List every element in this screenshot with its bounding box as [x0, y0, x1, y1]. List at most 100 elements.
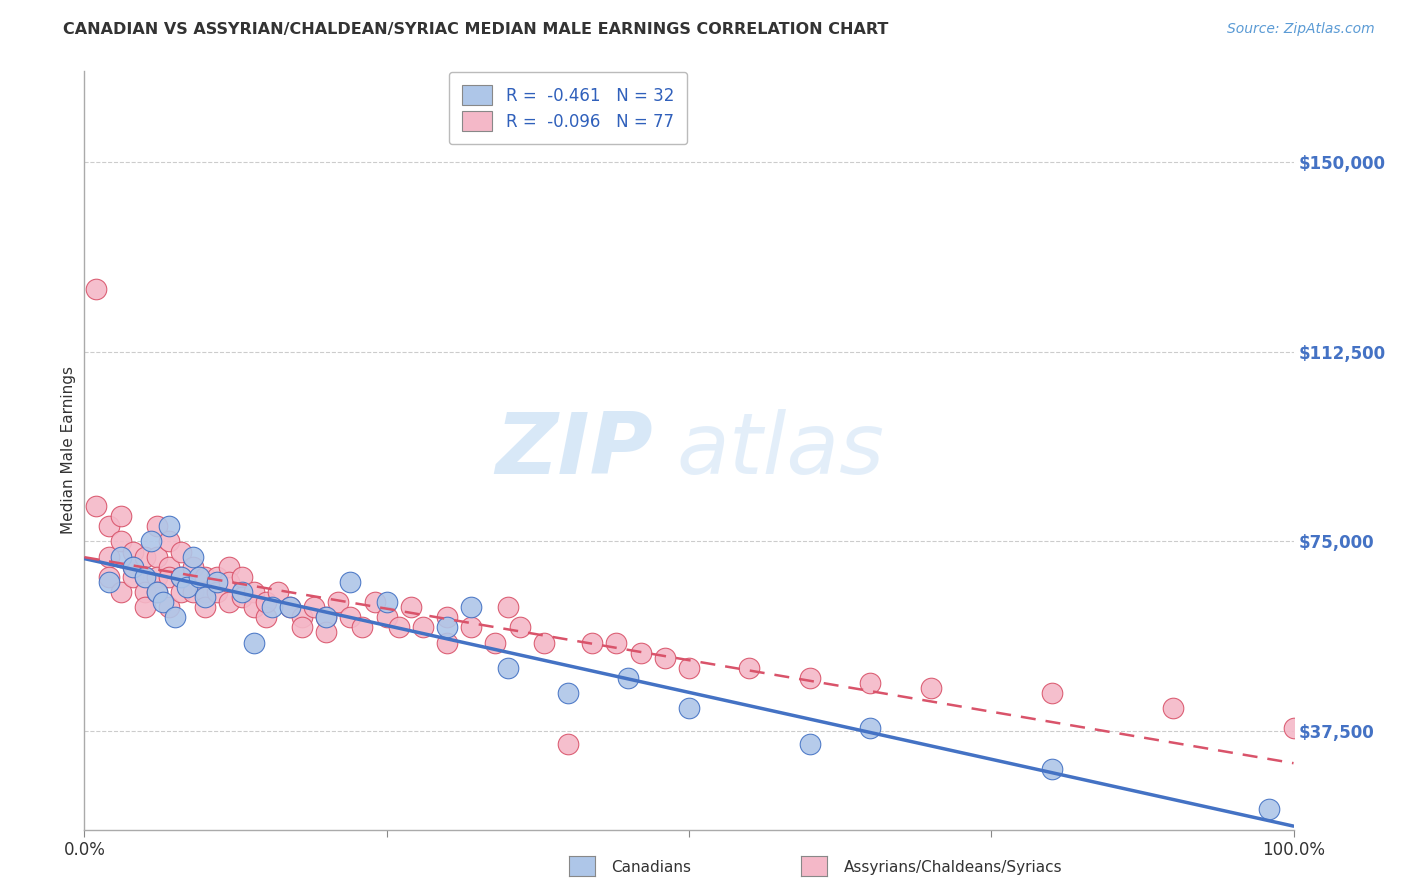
Point	[254, 595, 277, 609]
Point	[399, 600, 422, 615]
Point	[412, 620, 434, 634]
Point	[436, 620, 458, 634]
Point	[134, 585, 156, 599]
Text: Canadians: Canadians	[612, 860, 692, 874]
Text: atlas: atlas	[676, 409, 884, 492]
Point	[315, 610, 337, 624]
Point	[231, 590, 253, 604]
Point	[291, 620, 314, 634]
Point	[496, 600, 519, 615]
Point	[97, 549, 120, 564]
Point	[134, 600, 156, 615]
Point	[1258, 802, 1281, 816]
Point	[194, 585, 217, 599]
Point	[375, 610, 398, 624]
Point	[278, 600, 301, 615]
Point	[121, 559, 143, 574]
Point	[110, 549, 132, 564]
Point	[146, 570, 169, 584]
Point	[157, 519, 180, 533]
Point	[181, 585, 204, 599]
Point	[97, 570, 120, 584]
Point	[920, 681, 942, 695]
Point	[165, 610, 187, 624]
Text: CANADIAN VS ASSYRIAN/CHALDEAN/SYRIAC MEDIAN MALE EARNINGS CORRELATION CHART: CANADIAN VS ASSYRIAN/CHALDEAN/SYRIAC MED…	[63, 22, 889, 37]
Point	[254, 610, 277, 624]
Point	[557, 686, 579, 700]
Point	[194, 600, 217, 615]
Point	[738, 661, 761, 675]
Point	[654, 650, 676, 665]
Text: Assyrians/Chaldeans/Syriacs: Assyrians/Chaldeans/Syriacs	[844, 860, 1062, 874]
Point	[1040, 762, 1063, 776]
Point	[678, 661, 700, 675]
Point	[242, 585, 264, 599]
Point	[146, 585, 169, 599]
Point	[339, 610, 361, 624]
Point	[315, 610, 337, 624]
Point	[484, 635, 506, 649]
Point	[188, 570, 211, 584]
Text: ZIP: ZIP	[495, 409, 652, 492]
Point	[339, 574, 361, 589]
Point	[152, 595, 174, 609]
Point	[460, 600, 482, 615]
Point	[328, 595, 350, 609]
Point	[194, 570, 217, 584]
Point	[859, 722, 882, 736]
Point	[678, 701, 700, 715]
Point	[170, 570, 193, 584]
Point	[86, 282, 108, 296]
Text: Source: ZipAtlas.com: Source: ZipAtlas.com	[1227, 22, 1375, 37]
Point	[352, 620, 374, 634]
Point	[134, 549, 156, 564]
Point	[859, 676, 882, 690]
Point	[157, 570, 180, 584]
Point	[388, 620, 411, 634]
Point	[260, 600, 283, 615]
Point	[181, 559, 204, 574]
Point	[181, 549, 204, 564]
Point	[315, 625, 337, 640]
Point	[86, 499, 108, 513]
Point	[110, 509, 132, 524]
Point	[146, 549, 169, 564]
Point	[375, 595, 398, 609]
Point	[617, 671, 640, 685]
Point	[170, 544, 193, 558]
Point	[242, 635, 264, 649]
Point	[363, 595, 385, 609]
Point	[496, 661, 519, 675]
Point	[97, 574, 120, 589]
Point	[121, 570, 143, 584]
Point	[799, 737, 821, 751]
Point	[267, 585, 290, 599]
Point	[218, 574, 240, 589]
Point	[460, 620, 482, 634]
Point	[1040, 686, 1063, 700]
Legend: R =  -0.461   N = 32, R =  -0.096   N = 77: R = -0.461 N = 32, R = -0.096 N = 77	[449, 72, 688, 144]
Point	[231, 585, 253, 599]
Point	[170, 585, 193, 599]
Point	[207, 570, 229, 584]
Point	[207, 585, 229, 599]
Point	[1282, 722, 1305, 736]
Point	[557, 737, 579, 751]
Point	[121, 559, 143, 574]
Point	[231, 570, 253, 584]
Point	[581, 635, 603, 649]
Point	[110, 534, 132, 549]
Point	[436, 635, 458, 649]
Point	[242, 600, 264, 615]
Y-axis label: Median Male Earnings: Median Male Earnings	[60, 367, 76, 534]
Point	[97, 519, 120, 533]
Point	[533, 635, 555, 649]
Point	[605, 635, 627, 649]
Point	[157, 559, 180, 574]
Point	[436, 610, 458, 624]
Point	[291, 610, 314, 624]
Point	[207, 574, 229, 589]
Point	[1161, 701, 1184, 715]
Point	[170, 570, 193, 584]
Point	[218, 559, 240, 574]
